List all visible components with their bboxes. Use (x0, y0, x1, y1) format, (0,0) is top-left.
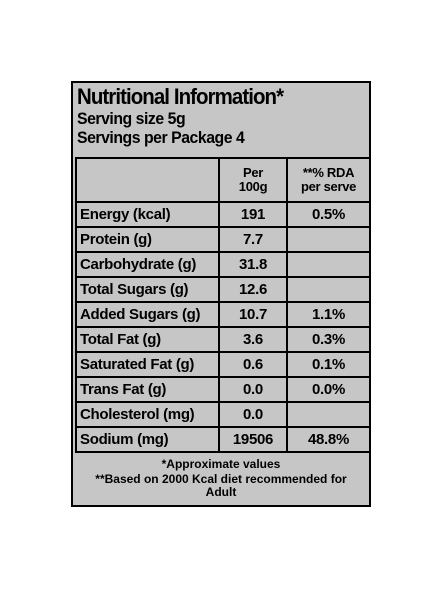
rda-value: 48.8% (286, 426, 369, 453)
per-100g-value: 10.7 (218, 301, 288, 328)
nutrient-name: Protein (g) (75, 226, 220, 253)
nutrient-name: Trans Fat (g) (75, 376, 220, 403)
header-rda: **% RDA per serve (286, 157, 369, 203)
nutrient-name: Cholesterol (mg) (75, 401, 220, 428)
per-100g-value: 0.0 (218, 376, 288, 403)
table-row: Protein (g) 7.7 (75, 226, 369, 253)
header-per-100g: Per 100g (218, 157, 288, 203)
rda-value (286, 251, 369, 278)
nutrient-name: Added Sugars (g) (75, 301, 220, 328)
nutrition-label: Nutritional Information* Serving size 5g… (71, 81, 371, 507)
table-header-row: Per 100g **% RDA per serve (75, 157, 369, 203)
header-rda-line1: **% RDA (302, 165, 355, 180)
nutrient-name: Sodium (mg) (75, 426, 220, 453)
table-row: Saturated Fat (g) 0.6 0.1% (75, 351, 369, 378)
rda-value (286, 401, 369, 428)
per-100g-value: 191 (218, 201, 288, 228)
per-100g-value: 3.6 (218, 326, 288, 353)
per-100g-value: 19506 (218, 426, 288, 453)
nutrient-name: Total Sugars (g) (75, 276, 220, 303)
nutrient-name: Total Fat (g) (75, 326, 220, 353)
rda-value: 1.1% (286, 301, 369, 328)
header-nutrient (75, 157, 220, 203)
serving-size: Serving size 5g (77, 109, 186, 128)
header-per-100g-line1: Per (242, 165, 264, 180)
rda-value: 0.3% (286, 326, 369, 353)
table-row: Total Fat (g) 3.6 0.3% (75, 326, 369, 353)
nutrient-name: Saturated Fat (g) (75, 351, 220, 378)
header-per-100g-line2: 100g (238, 179, 268, 194)
rda-value (286, 226, 369, 253)
per-100g-value: 12.6 (218, 276, 288, 303)
label-title: Nutritional Information* (77, 84, 284, 109)
table-row: Total Sugars (g) 12.6 (75, 276, 369, 303)
per-100g-value: 0.0 (218, 401, 288, 428)
per-100g-value: 31.8 (218, 251, 288, 278)
footnote-approximate: *Approximate values (161, 457, 281, 471)
table-row: Cholesterol (mg) 0.0 (75, 401, 369, 428)
nutrition-table: Per 100g **% RDA per serve Energy (kcal)… (75, 157, 369, 453)
table-row: Trans Fat (g) 0.0 0.0% (75, 376, 369, 403)
rda-value (286, 276, 369, 303)
per-100g-value: 7.7 (218, 226, 288, 253)
rda-value: 0.0% (286, 376, 369, 403)
rda-value: 0.1% (286, 351, 369, 378)
header-rda-line2: per serve (300, 179, 357, 194)
table-row: Energy (kcal) 191 0.5% (75, 201, 369, 228)
rda-value: 0.5% (286, 201, 369, 228)
per-100g-value: 0.6 (218, 351, 288, 378)
table-row: Added Sugars (g) 10.7 1.1% (75, 301, 369, 328)
nutrient-name: Energy (kcal) (75, 201, 220, 228)
footnote-rda-basis: **Based on 2000 Kcal diet recommended fo… (95, 472, 347, 499)
table-row: Sodium (mg) 19506 48.8% (75, 426, 369, 453)
nutrient-name: Carbohydrate (g) (75, 251, 220, 278)
table-row: Carbohydrate (g) 31.8 (75, 251, 369, 278)
servings-per-package: Servings per Package 4 (77, 128, 245, 147)
